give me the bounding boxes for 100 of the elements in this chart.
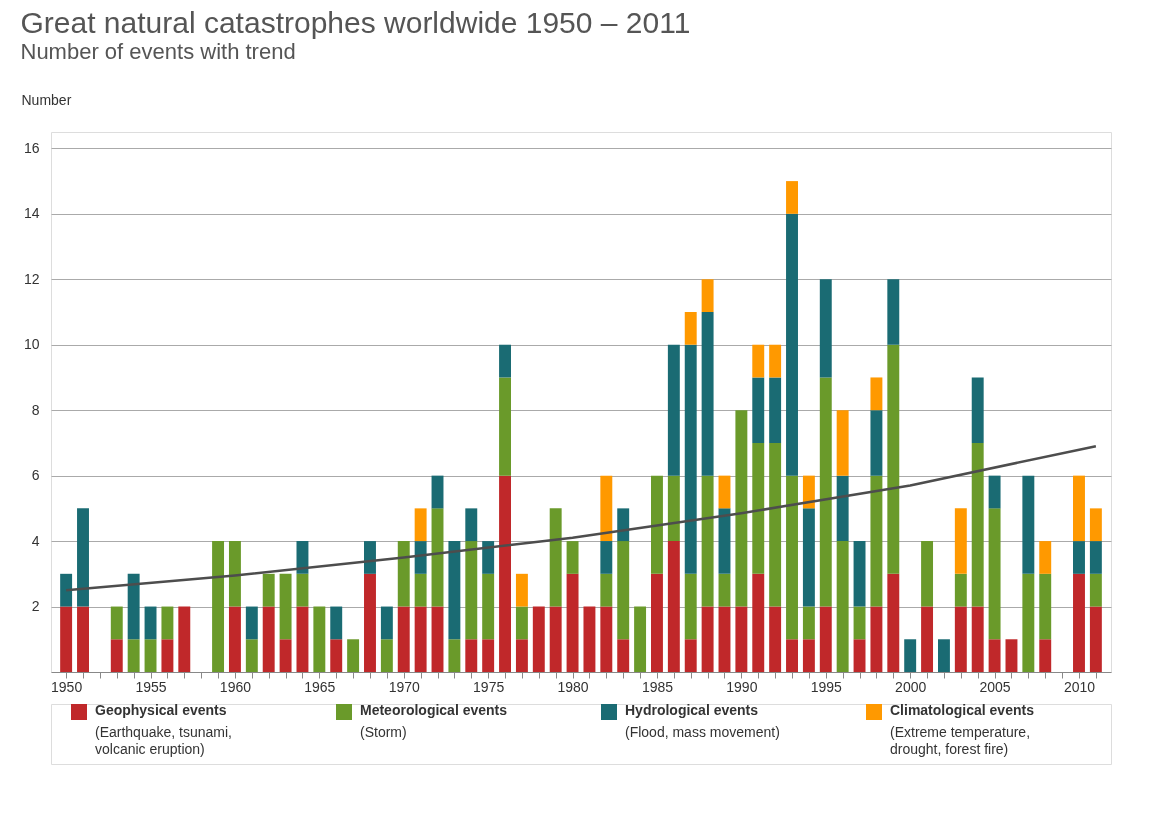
bar: [397, 541, 410, 607]
bar: [364, 573, 376, 672]
bar: [752, 573, 765, 672]
y-axis-title: Number: [21, 91, 72, 108]
y-tick-label: 10: [23, 336, 40, 353]
bar: [684, 639, 697, 672]
bar: [954, 573, 967, 607]
bar: [465, 541, 478, 640]
bar: [718, 606, 731, 672]
bar: [853, 541, 866, 607]
bar: [397, 606, 410, 672]
bar: [77, 606, 89, 672]
bar: [853, 606, 866, 640]
bar: [735, 606, 748, 672]
bar: [549, 508, 562, 607]
bar: [887, 344, 900, 574]
bar: [735, 410, 748, 607]
bar: [870, 410, 883, 476]
y-tick-label: 4: [31, 532, 40, 549]
bar: [515, 606, 528, 640]
bar: [786, 213, 798, 476]
bar: [161, 606, 174, 640]
bar: [1089, 508, 1102, 542]
x-tick-label: 1985: [641, 678, 674, 695]
bar: [819, 606, 832, 672]
bar: [971, 442, 984, 607]
text: (Flood, mass movement): [625, 724, 780, 740]
bar: [684, 344, 697, 574]
bar: [296, 541, 309, 574]
bar: [971, 606, 984, 672]
x-tick-label: 1995: [810, 678, 843, 695]
bar: [330, 606, 343, 640]
bar: [769, 344, 782, 378]
bar: [178, 606, 191, 672]
bar: [600, 541, 613, 574]
x-tick-label: 1950: [51, 678, 83, 695]
x-tick-label: 1955: [135, 678, 167, 695]
bar: [482, 541, 495, 574]
bar: [1022, 573, 1035, 672]
bar: [802, 606, 815, 640]
bar: [228, 606, 241, 672]
bar: [988, 508, 1001, 640]
bar: [600, 475, 613, 542]
bar: [904, 639, 917, 672]
bar: [718, 475, 731, 509]
bar: [1039, 639, 1052, 672]
bar: [870, 377, 883, 411]
bar: [836, 410, 849, 476]
legend-label: Hydrological events: [625, 702, 759, 718]
bar: [819, 377, 832, 607]
bar: [414, 508, 427, 542]
bar: [245, 606, 258, 640]
bar: [786, 475, 798, 640]
bar: [245, 639, 258, 672]
bar: [161, 639, 174, 672]
bar: [330, 639, 343, 672]
bar: [279, 573, 292, 640]
bar: [110, 639, 123, 672]
bar: [1073, 573, 1085, 672]
bar: [836, 541, 849, 672]
bar: [431, 508, 444, 607]
bar: [870, 606, 883, 672]
bar: [634, 606, 647, 672]
bar: [617, 639, 630, 672]
bar: [701, 606, 714, 672]
bar: [347, 639, 360, 672]
bar: [718, 573, 731, 607]
bar: [110, 606, 123, 640]
y-tick-label: 14: [23, 205, 40, 222]
bar: [684, 573, 697, 640]
bar: [144, 639, 157, 672]
bar: [769, 442, 782, 607]
bar: [769, 377, 782, 443]
y-tick-label: 12: [23, 270, 40, 287]
bar: [786, 181, 798, 214]
bar: [77, 508, 89, 607]
bar: [127, 639, 140, 672]
bar: [499, 377, 511, 476]
bar: [431, 606, 444, 672]
bar: [482, 639, 495, 672]
legend-label: Meteorological events: [360, 702, 508, 718]
bar: [971, 377, 984, 443]
y-tick-label: 8: [31, 401, 40, 418]
bar: [752, 344, 765, 378]
legend-label: Climatological events: [890, 702, 1035, 718]
bar: [836, 475, 849, 542]
bar: [769, 606, 782, 672]
bar: [617, 508, 630, 542]
bar: [515, 573, 528, 607]
bar: [1022, 475, 1035, 574]
bar: [802, 639, 815, 672]
line-series: [64, 444, 1098, 592]
x-tick-label: 1990: [726, 678, 758, 695]
bar: [1089, 573, 1102, 607]
bar: [802, 475, 815, 509]
bar: [448, 639, 461, 672]
bar: [583, 606, 596, 672]
bar: [465, 508, 478, 542]
bar: [617, 541, 630, 640]
bar: [937, 639, 950, 672]
